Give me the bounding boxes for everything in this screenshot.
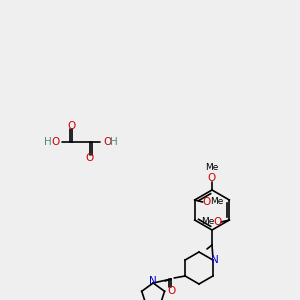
Text: N: N bbox=[149, 276, 157, 286]
Text: Me: Me bbox=[210, 197, 224, 206]
Text: Me: Me bbox=[205, 164, 219, 172]
Text: O: O bbox=[103, 137, 111, 147]
Text: H: H bbox=[110, 137, 118, 147]
Text: O: O bbox=[208, 173, 216, 183]
Text: O: O bbox=[86, 153, 94, 163]
Text: O: O bbox=[68, 121, 76, 131]
Text: N: N bbox=[211, 255, 219, 265]
Text: H: H bbox=[44, 137, 52, 147]
Text: O: O bbox=[167, 286, 175, 296]
Text: O: O bbox=[213, 217, 221, 227]
Text: O: O bbox=[202, 197, 211, 207]
Text: O: O bbox=[51, 137, 59, 147]
Text: Me: Me bbox=[201, 218, 214, 226]
